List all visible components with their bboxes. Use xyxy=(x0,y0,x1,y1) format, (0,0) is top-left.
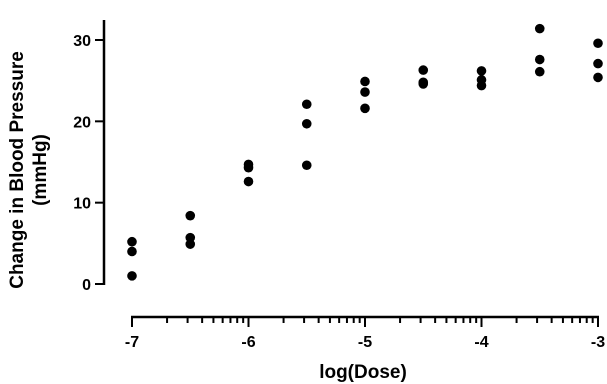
data-point xyxy=(593,38,603,49)
x-ticks: -7 -6 -5 -4 -3 xyxy=(125,317,605,351)
x-axis-title: log(Dose) xyxy=(319,362,407,383)
data-point xyxy=(127,236,137,247)
data-point xyxy=(418,77,429,88)
data-point xyxy=(418,65,429,75)
y-ticks: 0 10 20 30 xyxy=(73,33,104,294)
x-tick-label--6: -6 xyxy=(241,334,255,351)
data-point xyxy=(593,58,603,69)
y-tick-label-10: 10 xyxy=(73,196,91,213)
data-point xyxy=(534,54,545,65)
data-point xyxy=(476,66,487,76)
x-tick-label--4: -4 xyxy=(474,334,488,351)
data-point xyxy=(243,159,254,170)
data-point xyxy=(360,103,370,114)
data-point xyxy=(476,75,487,85)
x-tick-label--5: -5 xyxy=(358,334,372,351)
data-point xyxy=(360,76,370,87)
data-point xyxy=(301,99,312,110)
x-tick-label--7: -7 xyxy=(125,334,139,351)
data-point xyxy=(127,246,137,257)
y-axis-title-line-2: (mmHg) xyxy=(30,134,51,206)
data-point xyxy=(534,66,545,77)
data-point xyxy=(185,210,196,221)
data-point xyxy=(185,232,196,243)
data-point xyxy=(243,176,254,187)
data-point xyxy=(301,160,312,171)
data-point xyxy=(127,271,137,281)
x-tick-label--3: -3 xyxy=(591,334,605,351)
data-point xyxy=(593,72,603,83)
data-points xyxy=(127,23,603,281)
data-point xyxy=(534,23,545,34)
y-tick-label-30: 30 xyxy=(73,33,91,50)
y-tick-label-0: 0 xyxy=(82,277,91,294)
data-point xyxy=(301,118,312,129)
y-tick-label-20: 20 xyxy=(73,114,91,131)
data-point xyxy=(360,87,370,97)
y-axis-title-line-1: Change in Blood Pressure xyxy=(7,51,28,289)
